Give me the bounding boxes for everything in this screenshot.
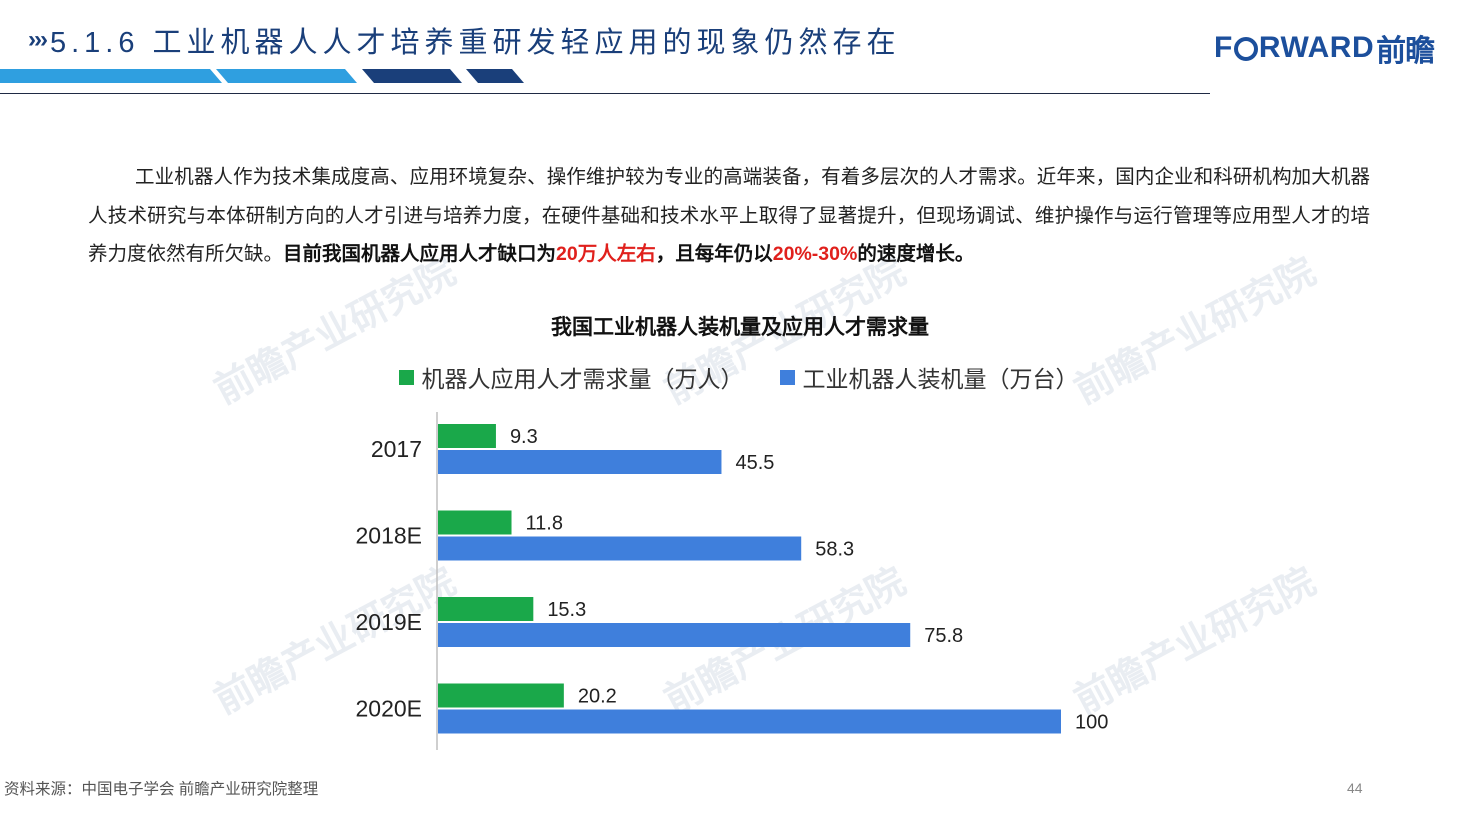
data-label: 15.3 [547,599,586,621]
data-label: 45.5 [735,452,774,474]
legend-swatch-green [398,369,414,385]
data-label: 75.8 [924,625,963,647]
data-label: 9.3 [510,426,538,448]
intro-paragraph: 工业机器人作为技术集成度高、应用环境复杂、操作维护较为专业的高端装备，有着多层次… [88,166,1370,265]
legend-item-talent: 机器人应用人才需求量（万人） [398,360,744,394]
slide-title: ››› 5.1.6 工业机器人人才培养重研发轻应用的现象仍然存在 [28,20,901,60]
bar-installed-base [438,536,802,561]
category-label: 2018E [355,523,422,549]
bar-talent-demand [438,683,564,708]
bar-talent-demand [438,424,496,448]
data-label: 58.3 [815,539,854,561]
legend-item-installed: 工业机器人装机量（万台） [779,360,1079,394]
header-rule [0,93,1210,94]
category-label: 2017 [371,436,422,462]
data-label: 100 [1075,712,1108,734]
chart-legend: 机器人应用人才需求量（万人） 工业机器人装机量（万台） [0,360,1477,394]
bar-talent-demand [438,510,512,535]
bar-installed-base [438,450,722,474]
bar-talent-demand [438,597,534,621]
chevron-icon: ››› [28,26,48,53]
legend-swatch-blue [779,369,795,385]
bar-installed-base [438,623,911,647]
header-stripes [0,69,524,83]
category-label: 2019E [355,609,422,635]
bar-installed-base [438,709,1061,734]
data-label: 20.2 [578,686,617,708]
source-note: 资料来源：中国电子学会 前瞻产业研究院整理 [4,781,319,798]
chart-title: 我国工业机器人装机量及应用人才需求量 [551,316,929,339]
page-number: 44 [1347,780,1363,796]
slide-title-text: 5.1.6 工业机器人人才培养重研发轻应用的现象仍然存在 [49,27,901,59]
forward-logo: F RWARD 前瞻 [1214,31,1435,68]
category-label: 2020E [355,696,422,722]
data-label: 11.8 [526,513,563,535]
logo-o-icon [1233,37,1258,61]
